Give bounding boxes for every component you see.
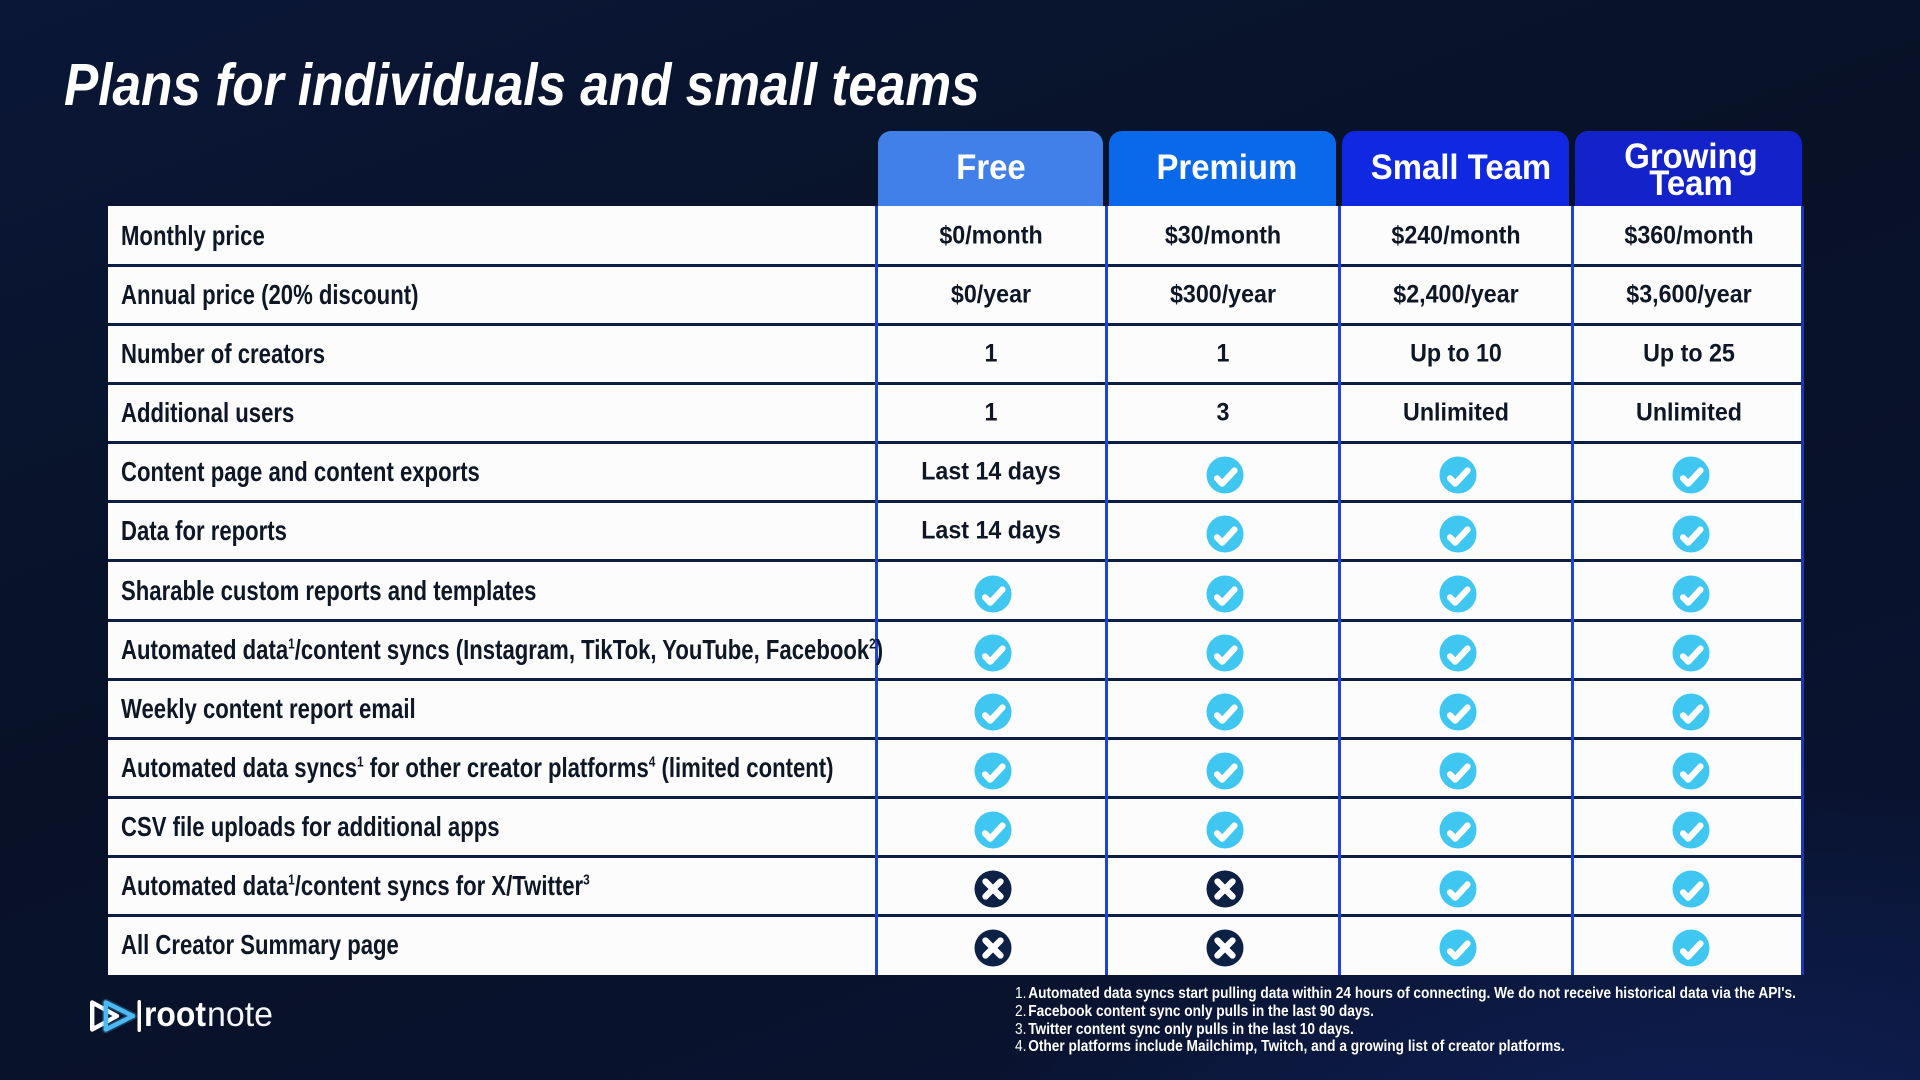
svg-text:root: root <box>144 996 206 1034</box>
svg-text:note: note <box>207 996 273 1034</box>
